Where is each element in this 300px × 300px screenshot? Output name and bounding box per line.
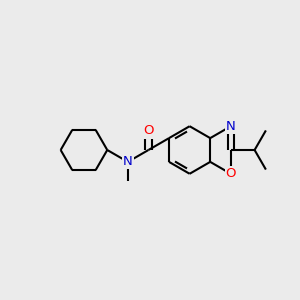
Text: N: N: [226, 120, 236, 133]
Text: O: O: [226, 167, 236, 180]
Text: O: O: [143, 124, 154, 137]
Text: N: N: [123, 155, 133, 168]
